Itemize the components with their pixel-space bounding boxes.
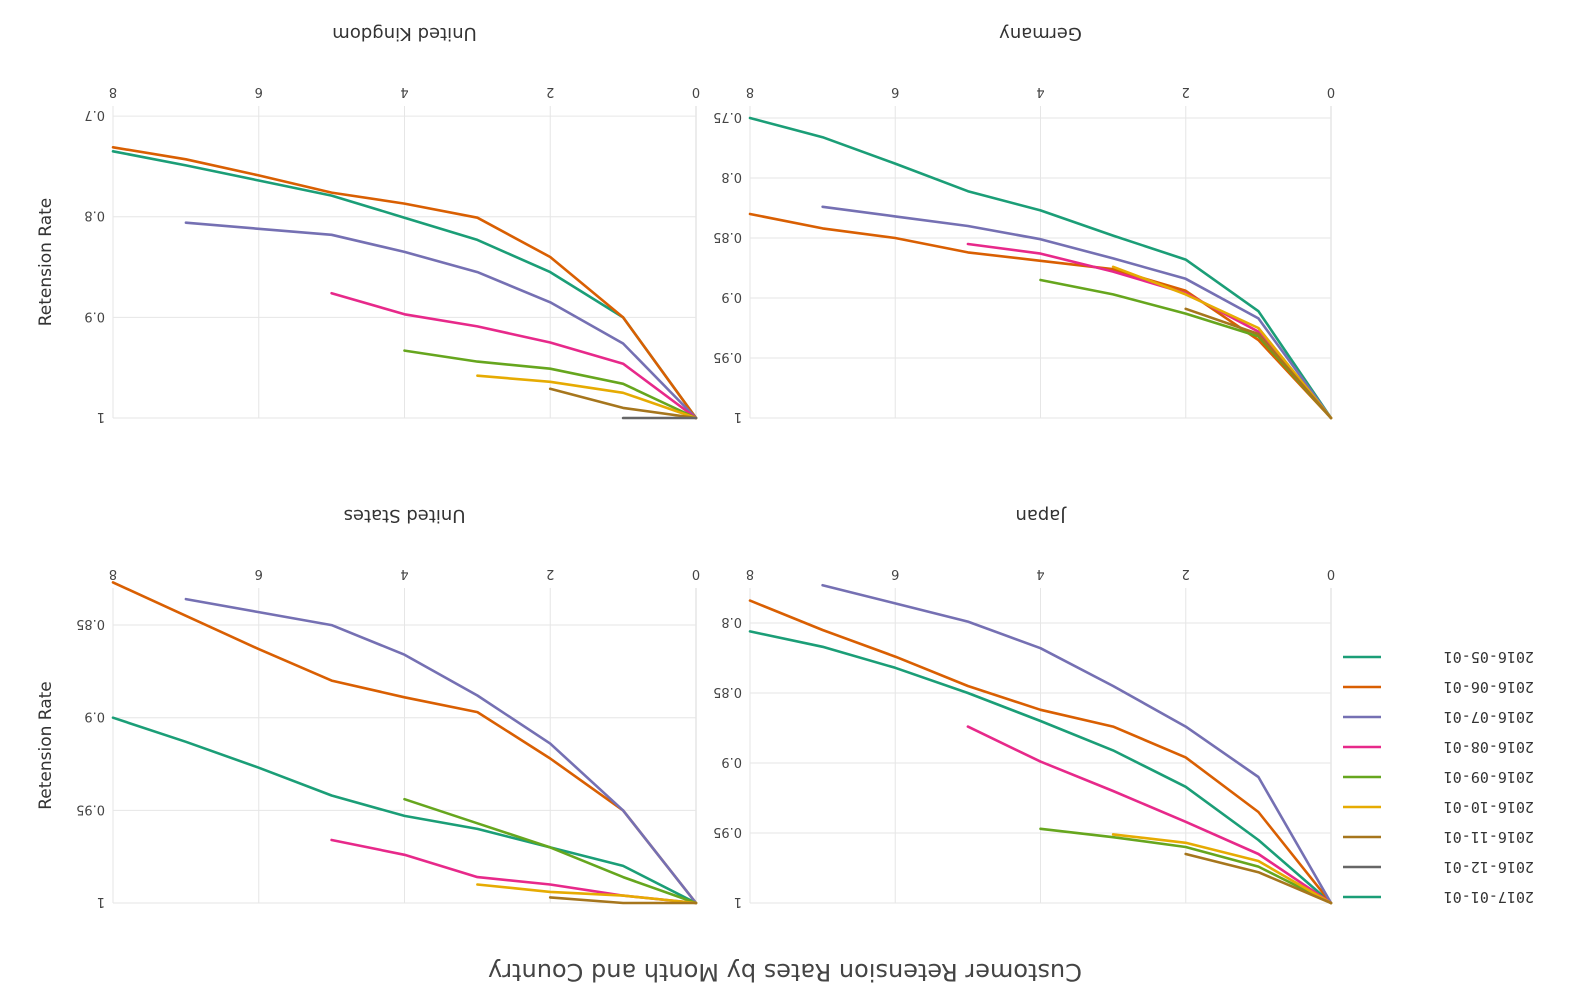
x-tick-label: 8 [746, 84, 754, 99]
x-tick-label: 2 [546, 566, 554, 581]
x-tick-label: 6 [255, 84, 263, 99]
legend-label: 2016-11-01 [1444, 828, 1534, 846]
chart-title: Customer Retension Rates by Month and Co… [488, 958, 1082, 986]
x-tick-label: 0 [1327, 84, 1335, 99]
y-tick-label: 0.9 [721, 754, 742, 769]
y-tick-label: 0.8 [721, 614, 742, 629]
legend-item-2016-10-01[interactable]: 2016-10-01 [1343, 798, 1534, 816]
legend-label: 2016-09-01 [1444, 768, 1534, 786]
y-tick-label: 0.75 [713, 109, 742, 124]
y-tick-label: 0.8 [84, 208, 105, 223]
y-axis-title: Retension Rate [36, 198, 56, 327]
y-tick-label: 0.8 [721, 169, 742, 184]
series-line-2016-07-01 [821, 205, 1333, 420]
series-line-2016-08-01 [966, 725, 1333, 905]
legend-item-2016-11-01[interactable]: 2016-11-01 [1343, 828, 1534, 846]
series-line-2016-05-01 [748, 116, 1333, 420]
series-line-2016-11-01 [1184, 307, 1333, 420]
series-line-2016-08-01 [330, 291, 698, 420]
series-line-2016-07-01 [184, 597, 698, 905]
series-line-2016-10-01 [476, 374, 698, 420]
series-line-2016-06-01 [111, 145, 698, 420]
panel-title-japan: Japan [1015, 505, 1066, 526]
x-tick-label: 2 [1182, 566, 1190, 581]
panel-title-germany: Germany [999, 23, 1082, 44]
series-line-2016-05-01 [748, 630, 1333, 905]
series-line-2016-07-01 [821, 583, 1333, 905]
series-line-2016-09-01 [403, 797, 698, 905]
legend-item-2016-05-01[interactable]: 2016-05-01 [1343, 648, 1534, 666]
x-tick-label: 8 [746, 566, 754, 581]
series-line-2016-05-01 [111, 149, 698, 420]
panel-title-united-states: United States [344, 505, 466, 526]
x-tick-label: 4 [1036, 566, 1044, 581]
y-tick-label: 0.85 [713, 229, 742, 244]
x-tick-label: 6 [255, 566, 263, 581]
series-line-2016-10-01 [1111, 265, 1333, 420]
x-tick-label: 0 [692, 566, 700, 581]
series-line-2016-07-01 [184, 221, 698, 420]
legend-label: 2016-06-01 [1444, 678, 1534, 696]
x-tick-label: 2 [546, 84, 554, 99]
y-tick-label: 0.85 [713, 684, 742, 699]
series-line-2016-05-01 [111, 716, 698, 905]
x-tick-label: 4 [400, 566, 408, 581]
x-tick-label: 2 [1182, 84, 1190, 99]
panel-united-kingdom: 0 2 4 6 8 1 0.9 0.8 0.7 United Kingdom Retension R… [36, 23, 700, 424]
x-tick-label: 6 [891, 84, 899, 99]
legend-item-2017-01-01[interactable]: 2017-01-01 [1343, 888, 1534, 906]
panels-group: 0 2 4 6 8 1 0.9 0.8 0.7 United Kingdom Retension R… [36, 23, 1335, 909]
panel-japan: 0 2 4 6 8 1 0.95 0.9 0.85 0.8 Japan [713, 505, 1335, 909]
legend-label: 2016-08-01 [1444, 738, 1534, 756]
y-tick-label: 1 [97, 894, 105, 909]
series-line-2016-08-01 [966, 242, 1333, 420]
series-line-2016-09-01 [1039, 827, 1333, 905]
y-tick-label: 0.9 [84, 308, 105, 323]
y-axis-title: Retension Rate [36, 681, 56, 810]
legend-label: 2016-12-01 [1444, 858, 1534, 876]
y-tick-label: 1 [734, 894, 742, 909]
panel-title-united-kingdom: United Kingdom [332, 23, 476, 44]
y-tick-label: 1 [734, 409, 742, 424]
legend-label: 2016-05-01 [1444, 648, 1534, 666]
series-line-2016-06-01 [111, 581, 698, 905]
y-tick-label: 1 [97, 409, 105, 424]
x-tick-label: 0 [1327, 566, 1335, 581]
legend-item-2016-12-01[interactable]: 2016-12-01 [1343, 858, 1534, 876]
panel-germany: 0 2 4 6 8 1 0.95 0.9 0.85 0.8 0.75 Germany [713, 23, 1335, 424]
series-line-2016-10-01 [476, 883, 698, 905]
x-tick-label: 6 [891, 566, 899, 581]
legend-item-2016-07-01[interactable]: 2016-07-01 [1343, 708, 1534, 726]
x-tick-label: 8 [109, 84, 117, 99]
legend-item-2016-09-01[interactable]: 2016-09-01 [1343, 768, 1534, 786]
y-tick-label: 0.7 [84, 107, 105, 122]
series-line-2016-06-01 [748, 212, 1333, 420]
legend-item-2016-08-01[interactable]: 2016-08-01 [1343, 738, 1534, 756]
series-line-2016-09-01 [403, 349, 698, 420]
series-line-2016-10-01 [1111, 833, 1333, 905]
x-tick-label: 4 [400, 84, 408, 99]
y-tick-label: 0.9 [721, 289, 742, 304]
x-tick-label: 8 [109, 566, 117, 581]
legend-label: 2016-07-01 [1444, 708, 1534, 726]
y-tick-label: 0.9 [84, 709, 105, 724]
series-line-2016-11-01 [548, 896, 698, 905]
legend-label: 2016-10-01 [1444, 798, 1534, 816]
legend-item-2016-06-01[interactable]: 2016-06-01 [1343, 678, 1534, 696]
x-tick-label: 4 [1036, 84, 1044, 99]
y-tick-label: 0.85 [76, 616, 105, 631]
y-tick-label: 0.95 [713, 349, 742, 364]
legend: 2017-01-01 2016-12-01 2016-11-01 2016-10-01… [1343, 648, 1534, 906]
series-line-2016-06-01 [748, 599, 1333, 905]
x-tick-label: 0 [692, 84, 700, 99]
series-line-2016-11-01 [1184, 852, 1333, 905]
panel-united-states: 0 2 4 6 8 1 0.95 0.9 0.85 United States Retension … [36, 505, 700, 909]
y-tick-label: 0.95 [713, 824, 742, 839]
series-line-2016-11-01 [548, 387, 698, 420]
legend-label: 2017-01-01 [1444, 888, 1534, 906]
y-tick-label: 0.95 [76, 801, 105, 816]
